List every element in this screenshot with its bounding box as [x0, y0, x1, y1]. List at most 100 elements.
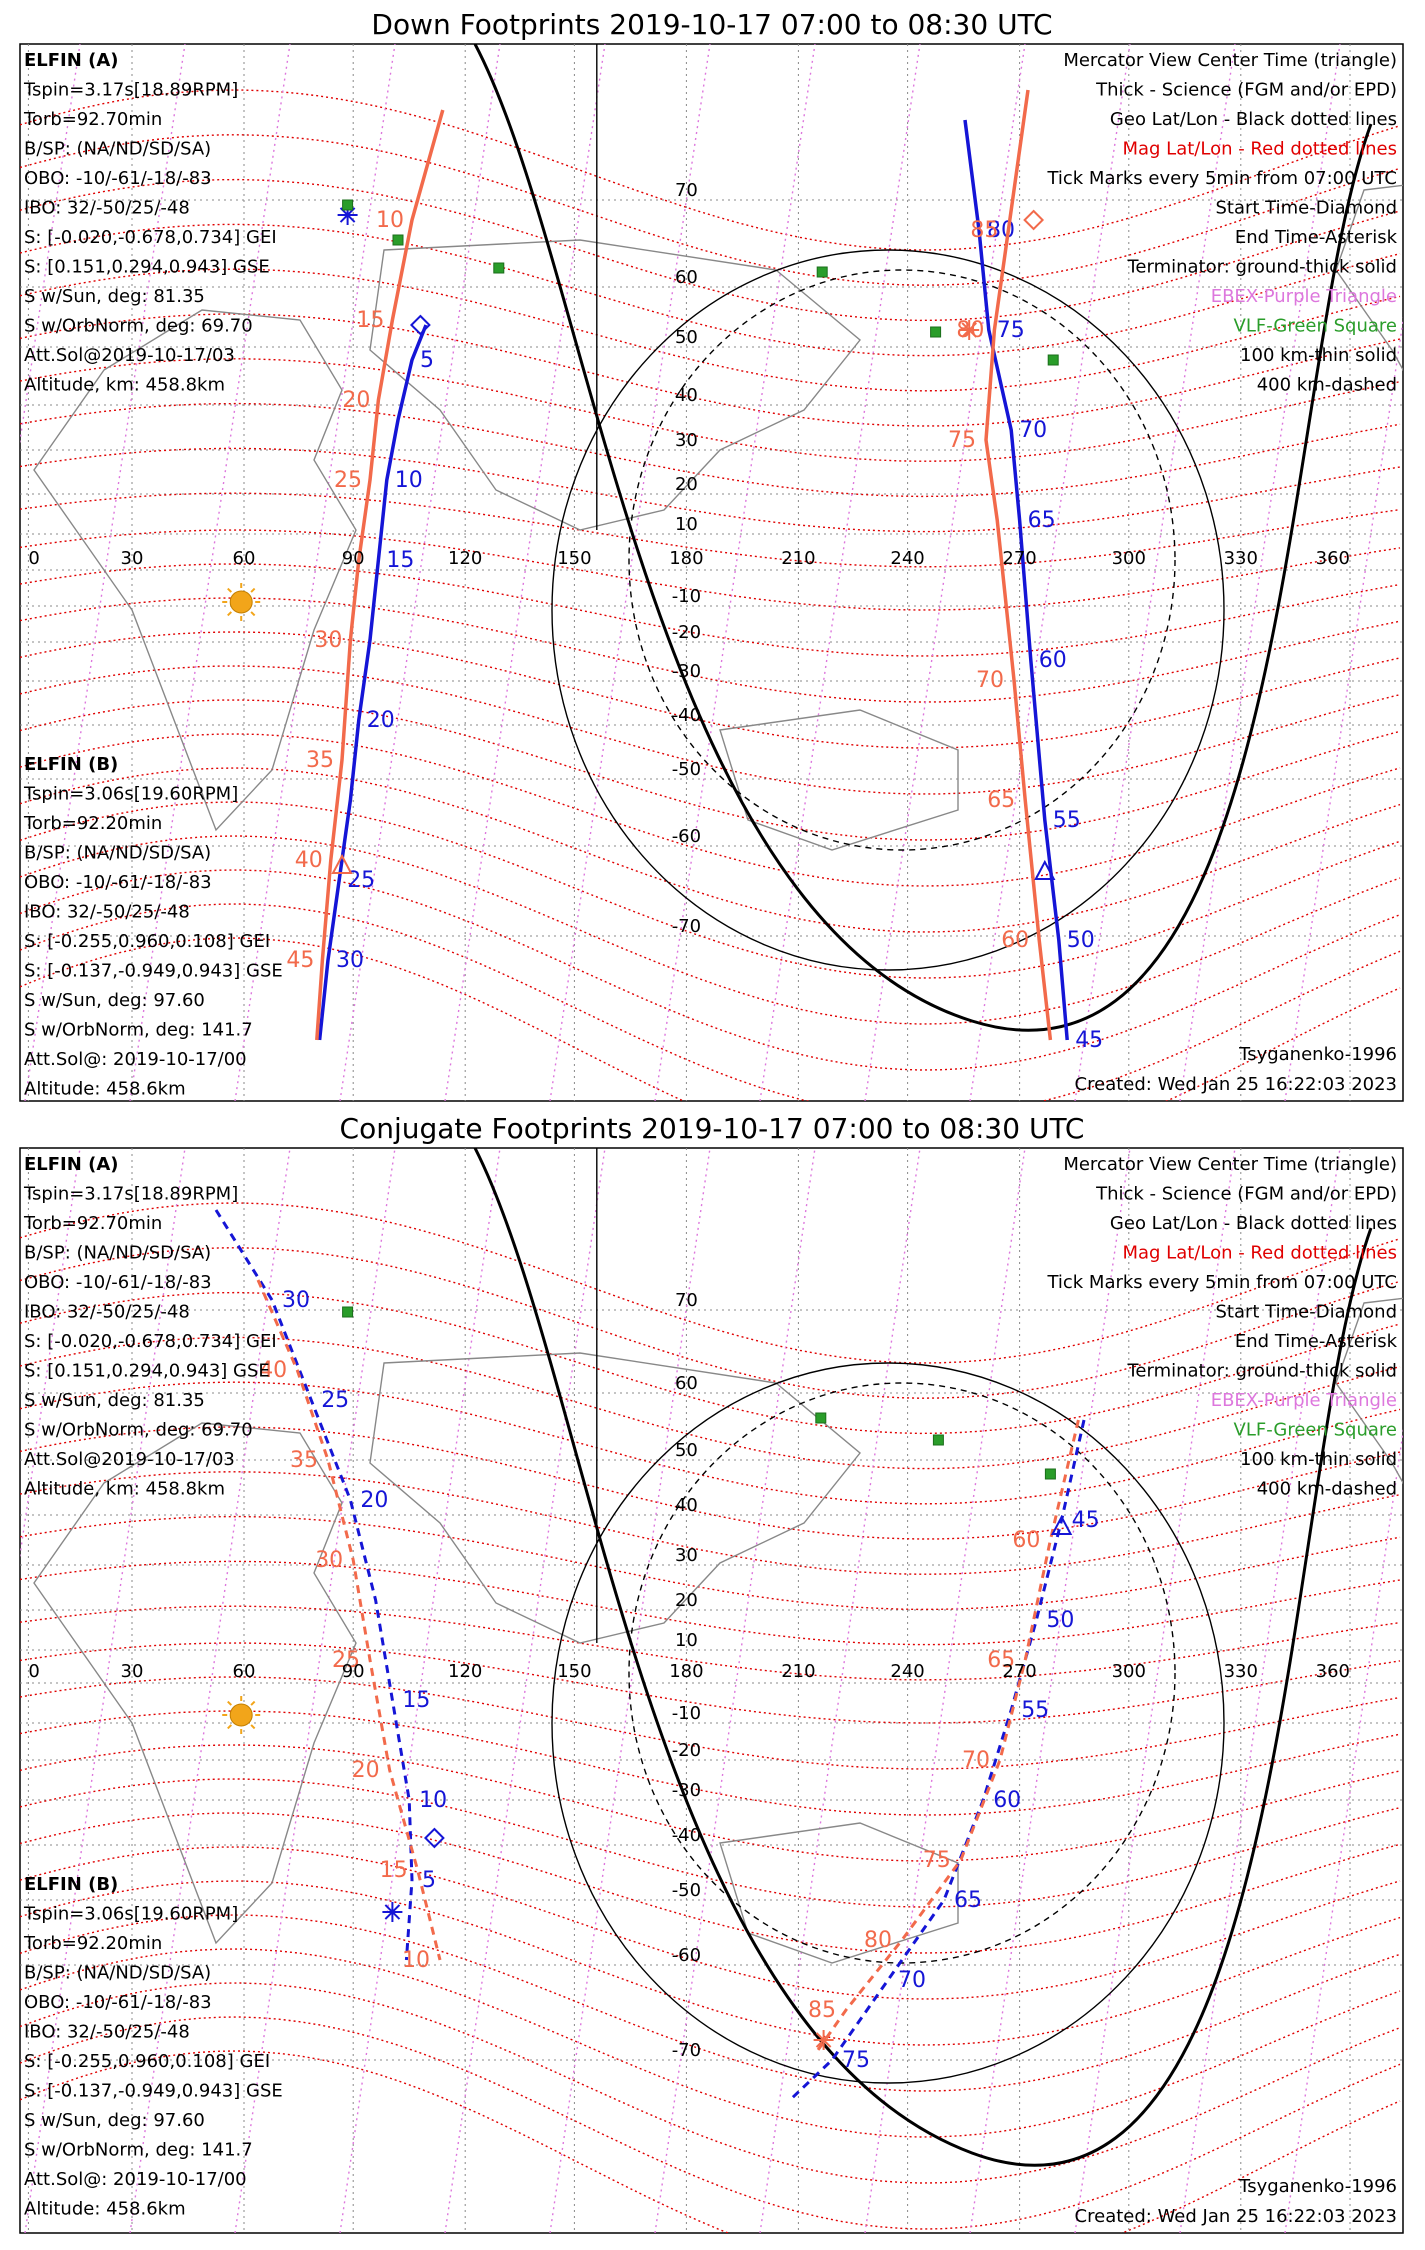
down-elfin-b-west-tick-label: 10 [376, 208, 404, 233]
down-elfin-a-west-tick-label: 5 [420, 348, 434, 373]
down-elfin-b-west-tick-label: 20 [342, 388, 370, 413]
conj-elfin-a-west-tick-label: 30 [282, 1288, 310, 1313]
mag-lat-line [20, 1982, 1401, 2184]
elfin-b-info-line: S: [-0.255,0.960,0.108] GEI [24, 931, 270, 952]
lat-tick-label: -70 [672, 916, 701, 937]
down-elfin-b-east-tick-label: 60 [1001, 928, 1029, 953]
mag-lon-line [1284, 316, 1403, 1101]
elfin-a-info-line: Altitude, km: 458.8km [24, 375, 225, 396]
down-geo-grid [20, 44, 1403, 1101]
mag-lat-line [20, 835, 1401, 1025]
continent-outline [369, 239, 861, 531]
elfin-a-info-line: IBO: 32/-50/25/-48 [24, 1302, 190, 1323]
down-elfin-b-west-tick-label: 15 [356, 308, 384, 333]
lon-tick-label: 60 [233, 1661, 256, 1682]
legend-line: Mag Lat/Lon - Red dotted lines [1122, 1243, 1397, 1264]
lon-tick-label: 360 [1316, 1661, 1350, 1682]
conj-elfin-b-west-tick-label: 30 [315, 1548, 343, 1573]
lat-tick-label: 40 [675, 385, 698, 406]
lat-tick-label: -20 [672, 1740, 701, 1761]
sun-ray [227, 1700, 233, 1706]
end-time-asterisk [961, 322, 977, 338]
lon-tick-label: 330 [1224, 1661, 1258, 1682]
vlf-station-square [342, 1306, 354, 1318]
conj-elfin-b-east-tick-label: 85 [808, 1998, 836, 2023]
mag-lon-line [24, 1148, 186, 2233]
conj-elfin-a-info: ELFIN (A) Tspin=3.17s[18.89RPM] Torb=92.7… [23, 1154, 277, 1500]
mag-lat-line [20, 665, 1401, 795]
down-elfin-b-east-tick-label: 75 [948, 428, 976, 453]
mag-lat-line [20, 1948, 1401, 2138]
legend-line: Geo Lat/Lon - Black dotted lines [1110, 109, 1397, 130]
lon-tick-label: 270 [1002, 1661, 1036, 1682]
down-elfin-a-east-tick-label: 45 [1075, 1028, 1103, 1053]
elfin-b-info-line: OBO: -10/-61/-18/-83 [24, 872, 212, 893]
elfin-a-info-line: Att.Sol@2019-10-17/03 [24, 345, 235, 366]
elfin-a-info-line: IBO: 32/-50/25/-48 [24, 198, 190, 219]
down-elfin-a-east-tick-label: 55 [1053, 808, 1081, 833]
elfin-a-info-line: Tspin=3.17s[18.89RPM] [23, 1184, 238, 1205]
elfin-b-info-line: S: [-0.255,0.960,0.108] GEI [24, 2051, 270, 2072]
lat-tick-label: -20 [672, 622, 701, 643]
vlf-station-square [930, 326, 942, 338]
sun-ray [227, 587, 233, 593]
conj-elfin-a-west-tick-label: 20 [360, 1488, 388, 1513]
elfin-b-info-line: Tspin=3.06s[19.60RPM] [23, 1904, 238, 1925]
elfin-a-info-line: B/SP: (NA/ND/SD/SA) [24, 1243, 211, 1264]
elfin-a-info-line: S w/OrbNorm, deg: 69.70 [24, 1420, 253, 1441]
conj-elfin-a-west-tick-label: 15 [402, 1688, 430, 1713]
elfin-b-info-line: Torb=92.20min [23, 1933, 162, 1954]
vlf-station-square [493, 262, 505, 274]
elfin-b-info-line: B/SP: (NA/ND/SD/SA) [24, 843, 211, 864]
mag-lat-line [20, 358, 1401, 462]
elfin-b-info-line: S: [-0.137,-0.949,0.943] GSE [24, 2081, 283, 2102]
sun-icon [229, 590, 253, 614]
sun-ray [250, 1724, 256, 1730]
lat-tick-label: -60 [672, 826, 701, 847]
down-elfin-b-west-tick-label: 35 [306, 748, 334, 773]
conj-sun-icon [222, 1696, 261, 1734]
end-time-asterisk [815, 2032, 832, 2048]
mag-lat-line [20, 1515, 1401, 1611]
legend-line: Tick Marks every 5min from 07:00 UTC [1046, 168, 1397, 189]
elfin-b-info-line: B/SP: (NA/ND/SD/SA) [24, 1963, 211, 1984]
lon-tick-label: 0 [28, 548, 39, 569]
elfin-a-info-line: B/SP: (NA/ND/SD/SA) [24, 139, 211, 160]
conj-elfin-b-east-tick-label: 80 [864, 1928, 892, 1953]
elfin-a-info-line: Torb=92.70min [23, 109, 162, 130]
lon-tick-label: 30 [121, 548, 144, 569]
mag-lon-line [549, 44, 711, 1101]
down-elfin-a-west [317, 324, 428, 1041]
mag-lat-line [20, 447, 1401, 533]
conj-elfin-a-west-tick-label: 10 [419, 1788, 447, 1813]
elfin-a-info-line: S: [-0.020,-0.678,0.734] GEI [24, 1331, 277, 1352]
lat-tick-label: 50 [675, 327, 698, 348]
mag-lon-line [1179, 44, 1341, 1101]
terminator-ground-line [473, 1148, 1373, 2167]
legend-line: End Time-Asterisk [1235, 1331, 1398, 1352]
conj-panel-title: Conjugate Footprints 2019-10-17 07:00 to… [340, 1112, 1085, 1145]
mag-lat-line [20, 1846, 1401, 2000]
mag-lon-line [20, 1148, 81, 1560]
down-created-label: Created: Wed Jan 25 16:22:03 2023 [1075, 1074, 1397, 1095]
legend-line: Thick - Science (FGM and/or EPD) [1095, 1184, 1397, 1205]
legend-line: VLF-Green Square [1234, 1420, 1397, 1441]
elfin-a-info-line: Tspin=3.17s[18.89RPM] [23, 80, 238, 101]
lat-tick-label: 10 [675, 1630, 698, 1651]
vlf-station-square [932, 1434, 944, 1446]
elfin-b-info-line: Altitude: 458.6km [24, 2199, 186, 2220]
mag-lat-line [20, 903, 1401, 1101]
vlf-station-square [342, 199, 354, 211]
mag-lon-line [969, 1148, 1131, 2233]
down-elfin-a-east [963, 119, 1069, 1041]
elfin-b-info-line: IBO: 32/-50/25/-48 [24, 2022, 190, 2043]
down-terminator [473, 44, 1373, 1032]
lat-tick-label: -10 [672, 1703, 701, 1724]
lon-tick-label: 120 [448, 1661, 482, 1682]
conj-elfin-a-east-tick-label: 50 [1046, 1608, 1074, 1633]
lon-tick-label: 180 [669, 1661, 703, 1682]
lat-tick-label: -50 [672, 759, 701, 780]
conj-elfin-b-east [816, 1419, 1080, 2051]
mag-lat-line [20, 631, 1401, 749]
elfin-a-info-line: Altitude, km: 458.8km [24, 1479, 225, 1500]
